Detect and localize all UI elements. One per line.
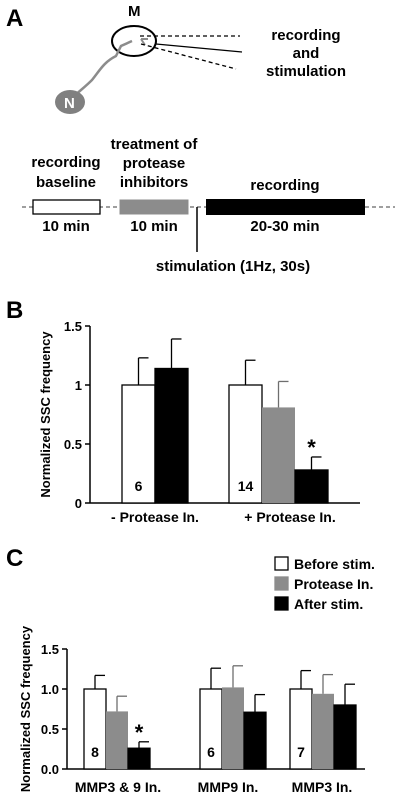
y-tick-label: 0 [75,496,82,511]
duration-baseline: 10 min [42,218,90,235]
panel-c-chart: C 0.0 0.5 1.0 1.5 Normalized SSC frequency MM… [6,545,375,795]
axon-line [69,39,133,101]
n-label: 6 [207,744,215,760]
category-label: MMP3 In. [292,779,353,795]
panel-a: A M N recording and stimulation recordin… [6,3,395,275]
legend-swatch [274,576,289,591]
rec-stim-line2: and [293,45,320,62]
y-tick-label: 1 [75,378,82,393]
bar [262,407,295,503]
legend-label: Protease In. [294,576,373,592]
recording-label: recording [250,177,319,194]
muscle-ellipse [111,25,157,57]
duration-recording: 20-30 min [250,218,319,235]
n-label: 8 [91,744,99,760]
legend-swatch [274,556,289,571]
bar [243,711,267,770]
bar [154,367,189,504]
baseline-line2: baseline [36,174,96,191]
bar [294,469,329,504]
duration-treatment: 10 min [130,218,178,235]
bar [312,693,334,769]
panel-b-letter: B [6,297,23,324]
legend-swatch [274,596,289,611]
bar [333,704,357,770]
treat-line1: treatment of [111,136,199,153]
label-m: M [128,3,141,20]
y-tick-label: 1.5 [64,319,82,334]
bar [127,747,151,770]
bar [106,711,128,769]
category-label: MMP3 & 9 In. [75,779,161,795]
category-label: + Protease In. [244,509,335,525]
treat-line3: inhibitors [120,174,188,191]
stimulation-electrode-dash [140,43,237,70]
y-tick-label: 0.0 [41,762,59,777]
nerve-terminal [140,38,148,46]
y-tick-label: 1.5 [41,642,59,657]
panel-b-chart: B 0 0.5 1 1.5 Normalized SSC frequency - Prot… [6,297,360,525]
treat-line2: protease [123,155,186,172]
significance-star: * [307,435,316,460]
baseline-line1: recording [31,154,100,171]
y-tick-label: 1.0 [41,682,59,697]
y-axis-label: Normalized SSC frequency [38,331,53,498]
y-axis-label: Normalized SSC frequency [18,625,33,792]
category-label: - Protease In. [111,509,199,525]
significance-star: * [135,720,144,745]
y-tick-label: 0.5 [64,437,82,452]
label-n: N [64,95,75,112]
bar [222,687,244,769]
neuron-body [55,90,85,114]
legend-label: After stim. [294,596,363,612]
recording-bar [206,199,365,215]
stimulation-label: stimulation (1Hz, 30s) [156,258,310,275]
legend-label: Before stim. [294,556,375,572]
panel-a-letter: A [6,5,23,32]
treatment-bar [119,199,189,215]
n-label: 7 [297,744,305,760]
baseline-bar [32,199,101,215]
rec-stim-line1: recording [271,27,340,44]
n-label: 14 [238,478,254,494]
category-label: MMP9 In. [198,779,259,795]
n-label: 6 [135,478,143,494]
electrode-pointer [155,43,243,53]
rec-stim-line3: stimulation [266,63,346,80]
y-tick-label: 0.5 [41,722,59,737]
panel-c-letter: C [6,545,23,572]
